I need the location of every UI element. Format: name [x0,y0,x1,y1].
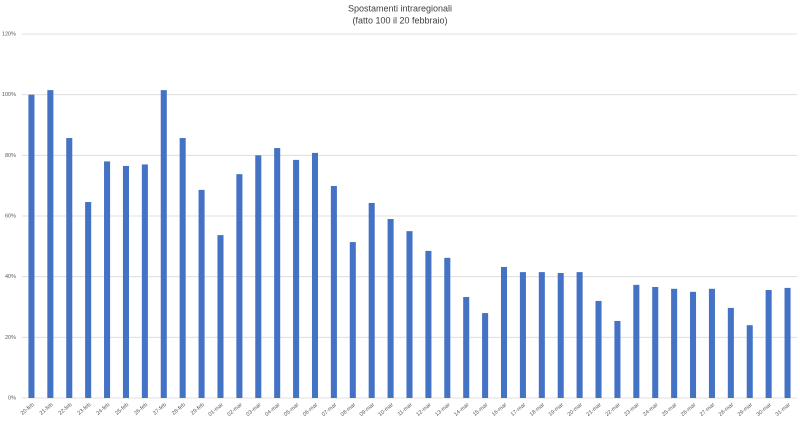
x-tick-label: 15-mar [472,402,489,418]
y-tick-label: 20% [5,335,16,341]
x-tick-label: 09-mar [359,402,376,418]
bar [179,138,186,398]
x-tick-label: 07-mar [321,402,338,418]
bar [293,159,300,398]
bar [425,250,432,398]
bar [690,291,697,398]
bar [217,235,224,398]
x-tick-label: 12-mar [415,402,432,418]
y-tick-label: 60% [5,213,16,219]
x-tick-label: 04-mar [264,402,281,418]
bar [633,284,640,398]
x-tick-label: 21-feb [39,402,55,417]
x-tick-label: 03-mar [245,402,262,418]
bar [727,307,734,398]
bar [255,155,262,398]
x-tick-label: 22-mar [604,402,621,418]
bar [463,296,470,398]
chart-subtitle: (fatto 100 il 20 febbraio) [352,15,447,25]
x-tick-label: 28-mar [718,402,735,418]
x-tick-label: 24-feb [95,402,111,417]
x-tick-label: 31-mar [775,402,792,418]
bar [652,286,659,398]
bar [47,90,54,398]
bar [236,174,243,398]
bar [122,165,129,398]
x-tick-label: 19-mar [548,402,565,418]
x-tick-label: 18-mar [529,402,546,418]
x-tick-label: 22-feb [58,402,74,417]
bar [85,202,92,398]
x-tick-label: 05-mar [283,402,300,418]
x-tick-label: 25-mar [661,402,678,418]
x-tick-label: 10-mar [378,402,395,418]
bar [66,138,73,398]
bar [500,266,508,398]
bar [349,242,356,398]
y-tick-label: 120% [2,31,16,37]
bar [330,185,337,398]
x-tick-label: 27-feb [152,402,168,417]
x-tick-label: 20-feb [20,402,36,417]
x-tick-label: 06-mar [302,402,319,418]
x-tick-label: 29-feb [190,402,206,417]
x-tick-label: 13-mar [434,402,451,418]
bar [406,231,413,398]
x-tick-label: 23-feb [77,402,93,417]
x-tick-label: 17-mar [510,402,527,418]
bar [614,320,621,398]
y-tick-label: 0% [8,395,16,401]
y-tick-label: 80% [5,153,16,159]
x-tick-label: 30-mar [756,402,773,418]
bar [368,202,375,398]
bar [198,189,205,398]
x-tick-label: 26-feb [133,402,149,417]
x-tick-label: 25-feb [114,402,130,417]
bar [311,152,319,398]
bar [160,90,167,398]
bar [387,219,394,398]
y-tick-label: 40% [5,274,16,280]
bar [595,300,602,398]
x-tick-label: 29-mar [737,402,754,418]
x-tick-label: 08-mar [340,402,357,418]
bar [28,94,35,399]
x-tick-label: 21-mar [586,402,603,418]
x-tick-label: 11-mar [397,402,414,418]
bar [708,288,715,398]
bar [444,257,451,398]
bar [538,272,545,398]
bar [104,161,111,398]
x-tick-label: 14-mar [453,402,470,418]
bar [519,272,526,398]
bar [765,290,772,398]
x-tick-label: 20-mar [567,402,584,418]
bar [274,148,281,398]
bar [557,273,564,398]
x-tick-label: 02-mar [226,402,243,418]
x-tick-label: 24-mar [642,402,659,418]
bar [784,287,791,398]
bar [482,313,489,398]
x-tick-label: 23-mar [623,402,640,418]
bar [746,325,753,398]
x-tick-label: 28-feb [171,402,187,417]
bar [141,164,148,398]
x-tick-label: 27-mar [699,402,716,418]
chart-title: Spostamenti intraregionali [348,3,452,13]
y-tick-label: 100% [2,92,16,98]
x-tick-label: 16-mar [491,402,508,418]
x-tick-label: 26-mar [680,402,697,418]
bar [671,288,678,398]
x-tick-label: 01-mar [207,402,224,418]
bar [576,272,583,398]
